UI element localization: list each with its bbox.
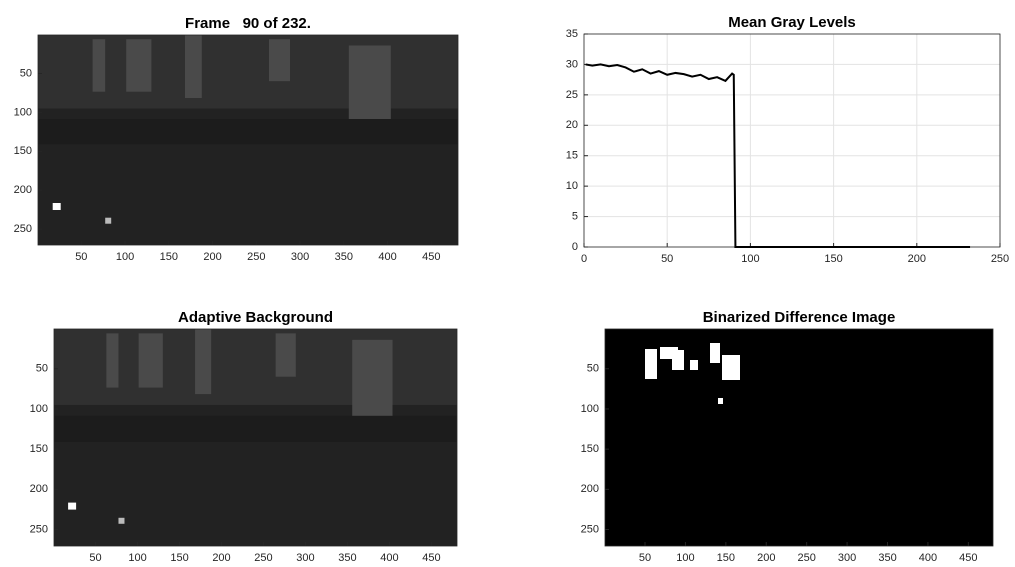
- scene: [126, 39, 152, 92]
- blob: [645, 349, 657, 379]
- axes-box: [37, 34, 459, 246]
- y-tick-label: 100: [581, 403, 599, 415]
- chart-title: Frame 90 of 232.: [185, 15, 311, 32]
- scene: [54, 415, 457, 442]
- scene: [106, 333, 119, 388]
- scene: [269, 39, 290, 82]
- light: [68, 502, 77, 510]
- y-tick-label: 5: [572, 210, 578, 222]
- y-tick-label: 150: [581, 443, 599, 455]
- x-tick-label: 350: [878, 552, 896, 564]
- x-tick-label: 100: [116, 251, 134, 263]
- y-tick-label: 100: [14, 106, 32, 118]
- x-tick-label: 150: [717, 552, 735, 564]
- blob: [672, 350, 684, 370]
- y-tick-label: 30: [566, 58, 578, 70]
- y-tick-label: 200: [30, 483, 48, 495]
- y-tick-label: 250: [14, 223, 32, 235]
- y-tick-label: 10: [566, 180, 578, 192]
- x-tick-label: 250: [254, 552, 272, 564]
- chart-title: Adaptive Background: [178, 309, 333, 326]
- y-tick-label: 250: [30, 523, 48, 535]
- blob: [718, 398, 723, 404]
- axes-box: [53, 328, 458, 547]
- y-tick-label: 50: [36, 363, 48, 375]
- y-tick-label: 35: [566, 28, 578, 40]
- light: [118, 517, 125, 524]
- x-tick-label: 100: [128, 552, 146, 564]
- x-tick-label: 350: [338, 552, 356, 564]
- x-tick-label: 100: [741, 253, 759, 265]
- light: [105, 217, 112, 224]
- y-tick-label: 150: [14, 145, 32, 157]
- x-tick-label: 450: [422, 552, 440, 564]
- y-tick-label: 200: [14, 184, 32, 196]
- x-tick-label: 300: [296, 552, 314, 564]
- x-tick-label: 300: [838, 552, 856, 564]
- x-tick-label: 50: [89, 552, 101, 564]
- y-tick-label: 100: [30, 403, 48, 415]
- scene: [275, 333, 296, 377]
- scene: [138, 333, 163, 388]
- x-tick-label: 100: [676, 552, 694, 564]
- x-tick-label: 350: [335, 251, 353, 263]
- blob: [722, 355, 740, 380]
- x-tick-label: 250: [247, 251, 265, 263]
- x-tick-label: 400: [378, 251, 396, 263]
- x-tick-label: 150: [170, 552, 188, 564]
- x-tick-label: 0: [581, 253, 587, 265]
- x-tick-label: 50: [661, 253, 673, 265]
- blob: [710, 343, 720, 363]
- x-tick-label: 250: [797, 552, 815, 564]
- x-tick-label: 50: [639, 552, 651, 564]
- chart-title: Mean Gray Levels: [728, 14, 856, 31]
- y-tick-label: 25: [566, 89, 578, 101]
- y-tick-label: 50: [20, 67, 32, 79]
- x-tick-label: 400: [919, 552, 937, 564]
- x-tick-label: 150: [824, 253, 842, 265]
- y-tick-label: 0: [572, 241, 578, 253]
- line: [585, 63, 971, 248]
- y-tick-label: 250: [581, 523, 599, 535]
- y-tick-label: 20: [566, 119, 578, 131]
- plot-area: [584, 34, 1000, 247]
- axes-box: [604, 328, 994, 547]
- light: [52, 203, 61, 210]
- x-tick-label: 200: [212, 552, 230, 564]
- x-tick-label: 250: [991, 253, 1009, 265]
- x-tick-label: 200: [757, 552, 775, 564]
- y-tick-label: 200: [581, 483, 599, 495]
- x-tick-label: 200: [203, 251, 221, 263]
- blob: [690, 360, 698, 370]
- scene: [38, 119, 458, 145]
- scene: [92, 39, 106, 92]
- y-tick-label: 50: [587, 363, 599, 375]
- chart-title: Binarized Difference Image: [703, 309, 896, 326]
- x-tick-label: 450: [959, 552, 977, 564]
- scene: [185, 35, 202, 98]
- image: [605, 329, 993, 546]
- scene: [195, 329, 212, 395]
- x-tick-label: 150: [160, 251, 178, 263]
- y-tick-label: 150: [30, 443, 48, 455]
- x-tick-label: 400: [380, 552, 398, 564]
- x-tick-label: 300: [291, 251, 309, 263]
- y-tick-label: 15: [566, 150, 578, 162]
- x-tick-label: 200: [908, 253, 926, 265]
- x-tick-label: 50: [75, 251, 87, 263]
- x-tick-label: 450: [422, 251, 440, 263]
